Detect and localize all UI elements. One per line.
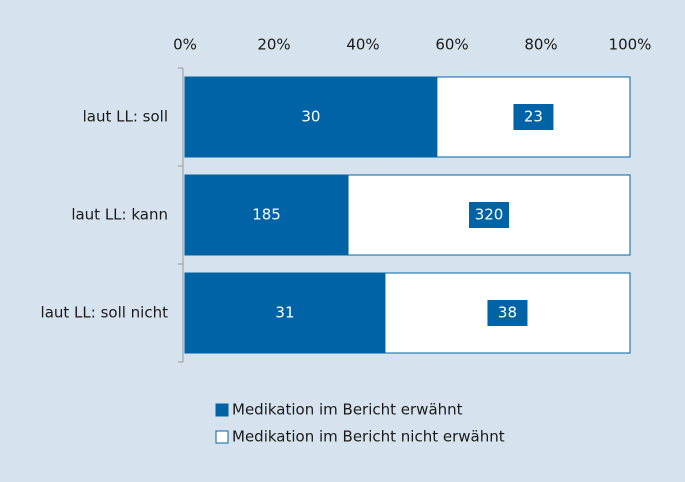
legend-swatch xyxy=(215,430,229,444)
legend-label: Medikation im Bericht nicht erwähnt xyxy=(232,428,505,446)
x-tick-label: 20% xyxy=(257,36,290,54)
value-label: 31 xyxy=(275,304,294,322)
value-label: 23 xyxy=(524,108,543,126)
bar xyxy=(184,76,438,158)
x-tick-label: 80% xyxy=(524,36,557,54)
value-label-box xyxy=(487,300,528,326)
bar xyxy=(184,272,386,354)
value-label: 38 xyxy=(498,304,517,322)
value-label: 320 xyxy=(475,206,504,224)
value-label-box xyxy=(469,202,510,228)
value-label-box xyxy=(513,104,554,130)
legend-label: Medikation im Bericht erwähnt xyxy=(232,401,463,419)
bar xyxy=(184,174,349,256)
x-tick-label: 100% xyxy=(609,36,652,54)
value-label: 30 xyxy=(301,108,320,126)
legend-swatch xyxy=(215,403,229,417)
value-label: 185 xyxy=(252,206,281,224)
x-tick-label: 60% xyxy=(435,36,468,54)
x-tick-label: 0% xyxy=(173,36,197,54)
y-tick-label: laut LL: soll xyxy=(83,108,168,126)
y-tick-label: laut LL: kann xyxy=(71,206,168,224)
x-tick-label: 40% xyxy=(346,36,379,54)
y-tick-label: laut LL: soll nicht xyxy=(41,304,169,322)
